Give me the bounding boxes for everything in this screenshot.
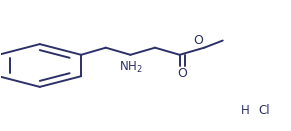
Text: H: H xyxy=(241,104,250,117)
Text: Cl: Cl xyxy=(258,104,270,117)
Text: NH$_2$: NH$_2$ xyxy=(118,60,142,75)
Text: O: O xyxy=(193,34,203,47)
Text: O: O xyxy=(177,67,187,80)
